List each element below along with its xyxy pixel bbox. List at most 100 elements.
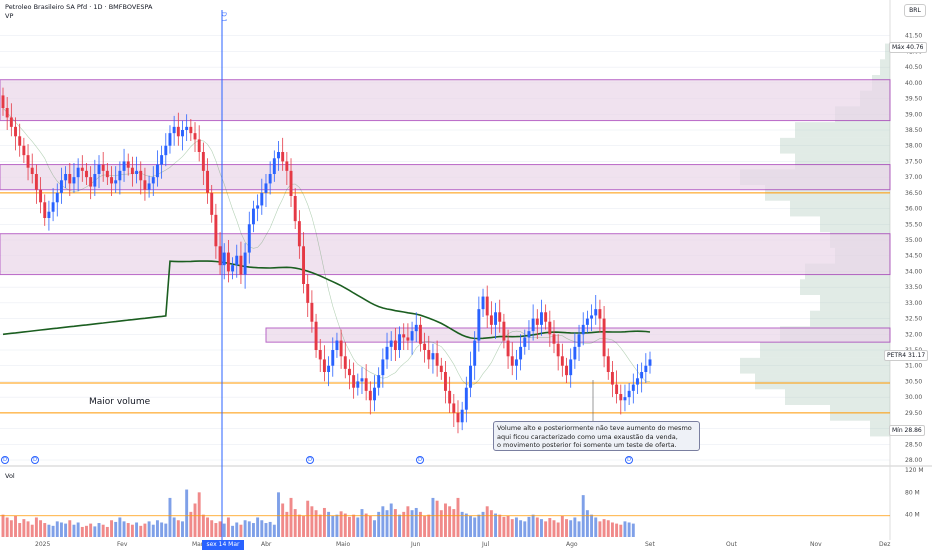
candle-body [277,152,280,159]
volume-bar [59,522,63,537]
last-price-tag: PETR4 31.17 [884,350,929,361]
candle-body [264,183,268,193]
volume-bar [552,520,556,537]
volume-bar [9,520,13,537]
candle-body [610,372,614,385]
candle-body [352,375,356,388]
volume-pane-label[interactable]: Vol [5,472,15,480]
candle-body [126,161,130,168]
volume-bar [360,509,364,537]
volume-bar [402,511,406,537]
volume-bar [527,516,531,537]
volume-bar [18,523,22,537]
profile-bar [800,279,890,295]
volume-bar [619,524,623,537]
candle-body [118,170,122,181]
event-marker-icon[interactable]: D [625,456,633,464]
price-tick-label: 34.00 [905,268,922,275]
currency-button[interactable]: BRL [904,4,926,17]
profile-bar [820,216,890,233]
candle-body [544,312,548,322]
candle-body [55,192,59,203]
profile-bar [795,122,890,138]
event-marker-icon[interactable]: D [1,456,9,464]
volume-bar [444,503,447,537]
volume-bar [114,521,118,537]
price-tick-label: 36.50 [905,190,922,197]
candle-body [523,337,527,347]
volume-bar [85,525,88,537]
volume-bar [460,511,464,537]
candle-body [147,183,151,190]
volume-bar [577,521,581,537]
candle-body [527,331,531,338]
volume-bar [181,521,184,537]
candle-body [623,397,627,401]
event-marker-icon[interactable]: D [416,456,424,464]
candle-body [76,167,80,178]
max-volume-annotation[interactable]: Maior volume [89,397,151,407]
short-ma-line [2,107,651,387]
indicator-label[interactable]: VP [5,12,14,20]
price-tick-label: 38.00 [905,143,922,150]
candle-body [34,174,38,190]
event-marker-icon[interactable]: D [31,456,39,464]
candle-body [560,356,564,366]
candle-body [540,312,543,325]
volume-bar [297,514,301,537]
candle-body [456,412,460,423]
volume-bar [218,521,222,537]
candle-body [615,384,619,394]
volume-bar [147,521,151,537]
candle-body [414,324,418,332]
event-marker-icon[interactable]: D [306,456,314,464]
volume-bar [168,497,172,537]
candle-body [197,139,201,152]
volume-bar [343,513,347,537]
callout-line: aqui ficou caracterizado como uma exaust… [497,432,678,441]
candle-body [519,346,523,360]
candle-body [393,340,397,350]
price-tick-label: 41.50 [905,33,922,40]
volume-bar [89,523,93,537]
volume-bar [335,514,339,537]
candle-body [581,324,585,335]
candle-body [135,170,139,174]
candle-body [59,180,63,193]
chart-title: Petroleo Brasileiro SA Pfd · 1D · BMFBOV… [5,3,153,11]
volume-bar [393,509,397,537]
volume-bar [364,513,368,537]
price-tick-label: 30.50 [905,378,922,385]
candle-body [130,167,134,174]
time-tick-label: Fev [117,541,128,548]
candle-body [110,177,113,184]
volume-bar [381,506,385,537]
volume-bar [76,522,80,537]
candle-body [477,309,481,341]
volume-bar [481,511,485,537]
volume-bar [368,515,372,537]
volume-bar [389,503,393,537]
candle-body [644,365,648,372]
profile-bar [740,357,890,374]
volume-bar [26,521,30,537]
candle-body [9,117,13,127]
candle-body [444,372,447,391]
candle-body [243,252,247,275]
callout-annotation[interactable]: Volume alto e posteriormente não teve au… [493,421,700,451]
time-tick-label: Ago [566,541,578,548]
candle-body [214,214,218,247]
candle-body [347,368,351,376]
price-tick-label: 30.00 [905,394,922,401]
candle-body [89,177,93,187]
candle-body [318,350,322,360]
zone-rect [0,79,891,122]
volume-bar [569,520,573,537]
candle-body [155,164,159,178]
candle-body [143,180,147,190]
candle-body [206,170,209,193]
volume-bar [239,524,243,537]
profile-bar [760,342,890,358]
candle-body [335,340,339,350]
